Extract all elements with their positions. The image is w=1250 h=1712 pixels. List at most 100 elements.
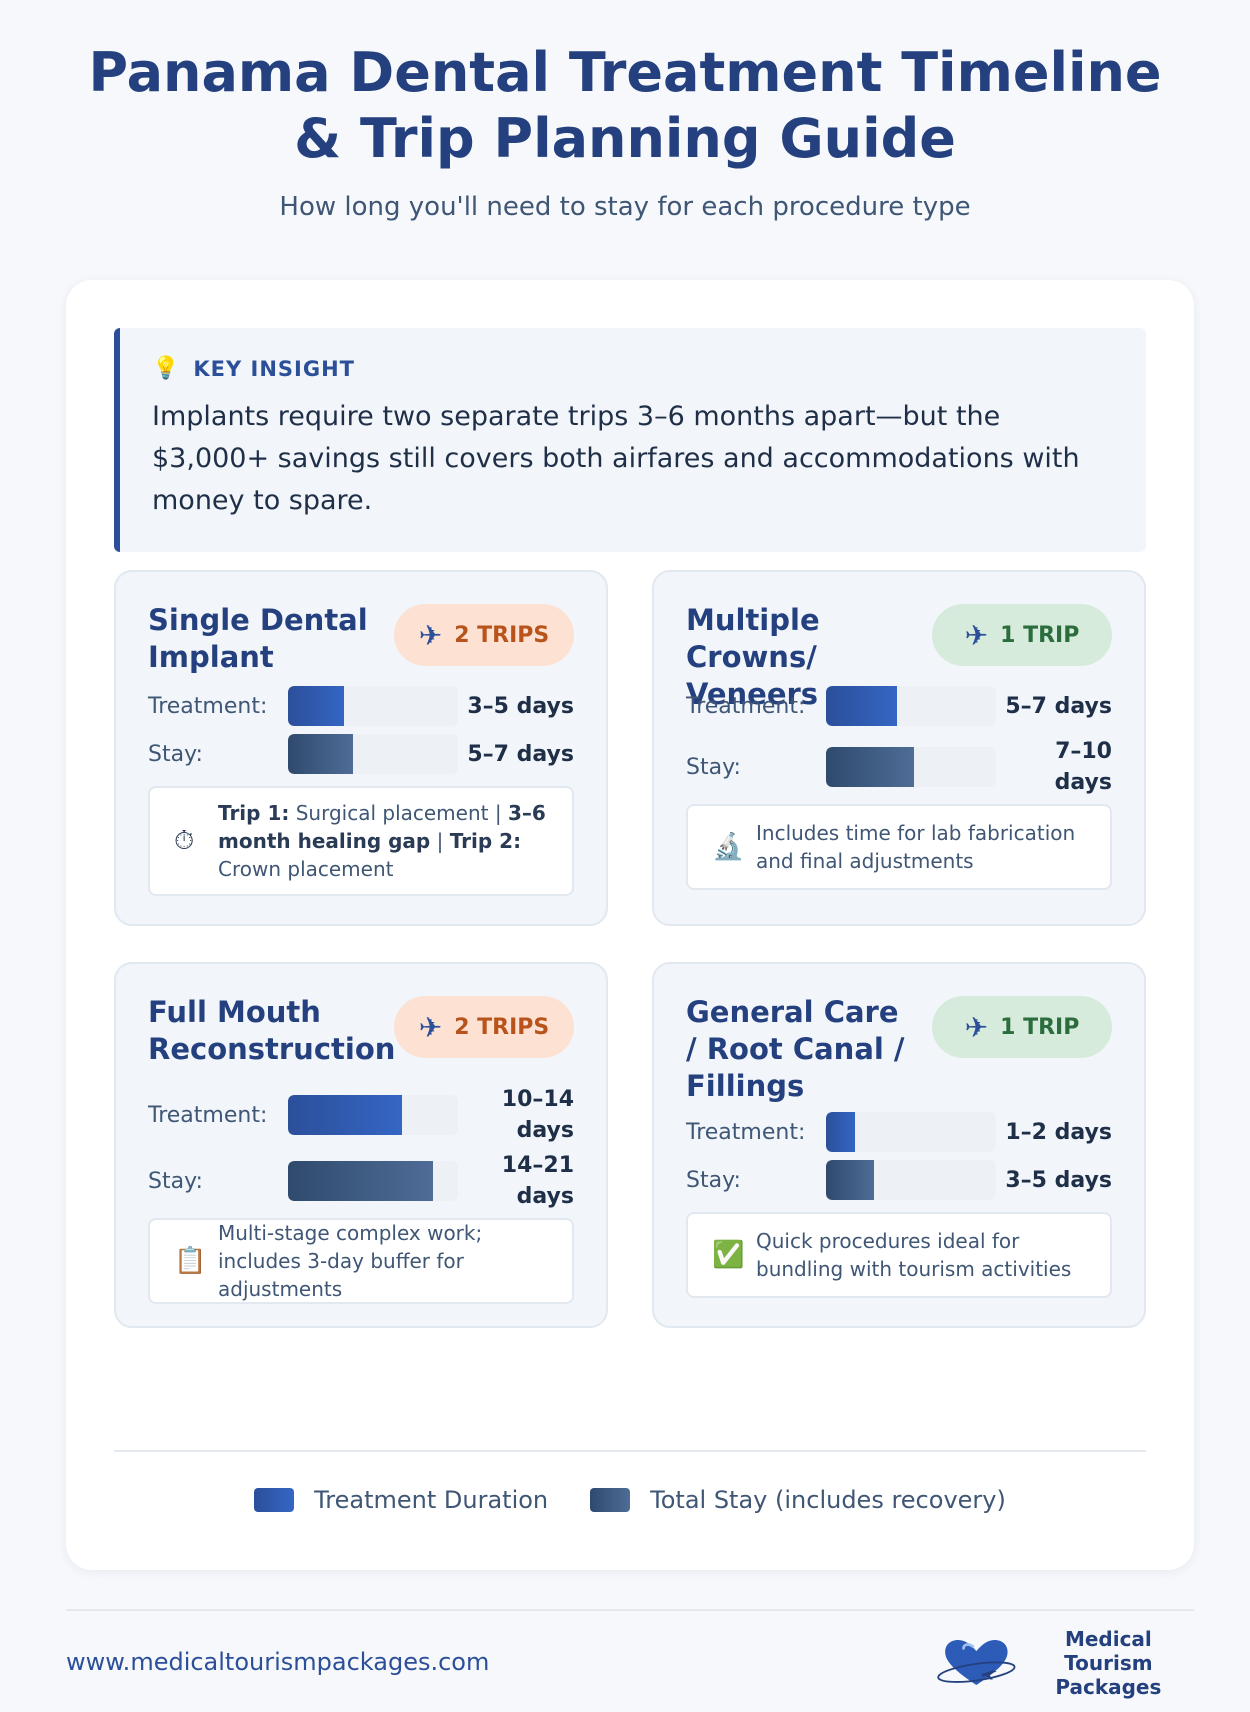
treatment-row: Treatment: 3–5 days — [148, 686, 574, 726]
trips-badge-label: 1 TRIP — [1000, 622, 1080, 648]
procedure-title: Multiple Crowns/ Veneers — [686, 603, 820, 711]
treatment-row: Treatment: 5–7 days — [686, 686, 1112, 726]
clipboard-icon: 📋 — [174, 1246, 207, 1276]
footer-divider — [66, 1609, 1194, 1611]
stay-bar — [288, 1161, 433, 1201]
airplane-icon: ✈ — [964, 1010, 989, 1044]
procedure-card-crowns-veneers: Multiple Crowns/ Veneers ✈ 1 TRIP Treatm… — [652, 570, 1146, 926]
stay-bar — [826, 747, 915, 787]
treatment-label: Treatment: — [686, 693, 806, 719]
treatment-value: 5–7 days — [1005, 693, 1112, 719]
stay-label: Stay: — [148, 1168, 203, 1194]
logo-text: Medical Tourism Packages — [1025, 1627, 1192, 1699]
treatment-bar — [826, 1112, 855, 1152]
stopwatch-icon: ⏱ — [174, 825, 195, 856]
trips-badge: ✈ 1 TRIP — [932, 604, 1112, 666]
page-subtitle: How long you'll need to stay for each pr… — [279, 192, 971, 222]
procedure-card-general-care: General Care / Root Canal / Fillings ✈ 1… — [652, 962, 1146, 1328]
procedure-title: General Care / Root Canal / Fillings — [686, 995, 905, 1103]
airplane-icon: ✈ — [418, 1010, 443, 1044]
trips-badge: ✈ 2 TRIPS — [394, 996, 574, 1058]
treatment-swatch — [254, 1488, 295, 1512]
note-trip2-label: Trip 2: — [449, 829, 522, 853]
stay-bar-track — [288, 734, 458, 774]
treatment-bar-track — [288, 686, 458, 726]
stay-bar — [826, 1160, 874, 1200]
logo-line-2: Packages — [1055, 1675, 1162, 1699]
treatment-row: Treatment: 1–2 days — [686, 1112, 1112, 1152]
stay-row: Stay: 3–5 days — [686, 1160, 1112, 1200]
note-text: Includes time for lab fabrication and fi… — [756, 821, 1076, 873]
stay-value: 3–5 days — [1005, 1167, 1112, 1193]
heart-airplane-icon — [937, 1640, 1016, 1686]
treatment-label: Treatment: — [148, 693, 268, 719]
note-text: Trip 1: Surgical placement | 3–6 month h… — [218, 799, 552, 883]
procedure-title: Full Mouth Reconstruction — [148, 995, 396, 1066]
stay-swatch — [590, 1488, 631, 1512]
legend-stay-label: Total Stay (includes recovery) — [650, 1486, 1006, 1514]
microscope-icon: 🔬 — [712, 832, 745, 862]
title-line-2: & Trip Planning Guide — [294, 107, 956, 170]
treatment-value: 3–5 days — [467, 693, 574, 719]
treatment-label: Treatment: — [148, 1102, 268, 1128]
procedure-card-single-implant: Single Dental Implant ✈ 2 TRIPS Treatmen… — [114, 570, 608, 926]
note-trip2-text: Crown placement — [218, 857, 394, 881]
stay-label: Stay: — [686, 754, 741, 780]
note-healing-gap: 3–6 month healing gap — [218, 801, 546, 853]
check-mark-icon: ✅ — [712, 1240, 745, 1270]
stay-bar-track — [826, 747, 996, 787]
main-card: 💡 KEY INSIGHT Implants require two separ… — [66, 280, 1194, 1570]
note-text: Multi-stage complex work; includes 3-day… — [218, 1221, 483, 1301]
note-text: Quick procedures ideal for bundling with… — [756, 1229, 1072, 1281]
trips-badge-label: 2 TRIPS — [454, 622, 550, 648]
stay-row: Stay: 5–7 days — [148, 734, 574, 774]
brand-logo: Medical Tourism Packages — [936, 1627, 1192, 1699]
treatment-value: 1–2 days — [1005, 1119, 1112, 1145]
procedure-note: ⏱ Trip 1: Surgical placement | 3–6 month… — [148, 786, 574, 896]
stay-bar-track — [288, 1161, 458, 1201]
treatment-bar — [288, 1095, 402, 1135]
page-title: Panama Dental Treatment Timeline & Trip … — [60, 40, 1190, 172]
stay-row: Stay: 14–21 days — [148, 1150, 574, 1212]
legend-item-treatment: Treatment Duration — [254, 1486, 548, 1514]
trips-badge: ✈ 2 TRIPS — [394, 604, 574, 666]
procedure-card-full-mouth: Full Mouth Reconstruction ✈ 2 TRIPS Trea… — [114, 962, 608, 1328]
treatment-bar-track — [826, 686, 996, 726]
trips-badge: ✈ 1 TRIP — [932, 996, 1112, 1058]
stay-value: 5–7 days — [467, 741, 574, 767]
stay-bar — [288, 734, 353, 774]
lightbulb-icon: 💡 — [152, 356, 180, 381]
stay-label: Stay: — [148, 741, 203, 767]
stay-row: Stay: 7–10 days — [686, 736, 1112, 798]
airplane-icon: ✈ — [964, 618, 989, 652]
legend-divider — [114, 1450, 1146, 1452]
website-link[interactable]: www.medicaltourismpackages.com — [66, 1648, 490, 1676]
stay-value: 7–10 days — [1054, 739, 1112, 795]
key-insight-text: Implants require two separate trips 3–6 … — [152, 401, 1080, 516]
treatment-bar-track — [288, 1095, 458, 1135]
procedure-note: ✅ Quick procedures ideal for bundling wi… — [686, 1212, 1112, 1298]
treatment-bar — [288, 686, 345, 726]
procedure-note: 📋 Multi-stage complex work; includes 3-d… — [148, 1218, 574, 1304]
stay-value: 14–21 days — [501, 1153, 574, 1209]
treatment-row: Treatment: 10–14 days — [148, 1084, 574, 1146]
legend-item-stay: Total Stay (includes recovery) — [590, 1486, 1006, 1514]
key-insight-box: 💡 KEY INSIGHT Implants require two separ… — [114, 328, 1146, 552]
legend-treatment-label: Treatment Duration — [314, 1486, 549, 1514]
key-insight-label: KEY INSIGHT — [193, 357, 356, 381]
stay-bar-track — [826, 1160, 996, 1200]
treatment-bar — [826, 686, 898, 726]
trips-badge-label: 2 TRIPS — [454, 1014, 550, 1040]
procedure-note: 🔬 Includes time for lab fabrication and … — [686, 804, 1112, 890]
treatment-value: 10–14 days — [501, 1087, 574, 1143]
note-trip1-text: Surgical placement | — [289, 801, 508, 825]
procedure-title: Single Dental Implant — [148, 603, 368, 674]
treatment-bar-track — [826, 1112, 996, 1152]
trips-badge-label: 1 TRIP — [1000, 1014, 1080, 1040]
note-trip1-label: Trip 1: — [218, 801, 290, 825]
stay-label: Stay: — [686, 1167, 741, 1193]
airplane-icon: ✈ — [418, 618, 443, 652]
note-separator: | — [430, 829, 450, 853]
legend: Treatment Duration Total Stay (includes … — [66, 1480, 1194, 1520]
